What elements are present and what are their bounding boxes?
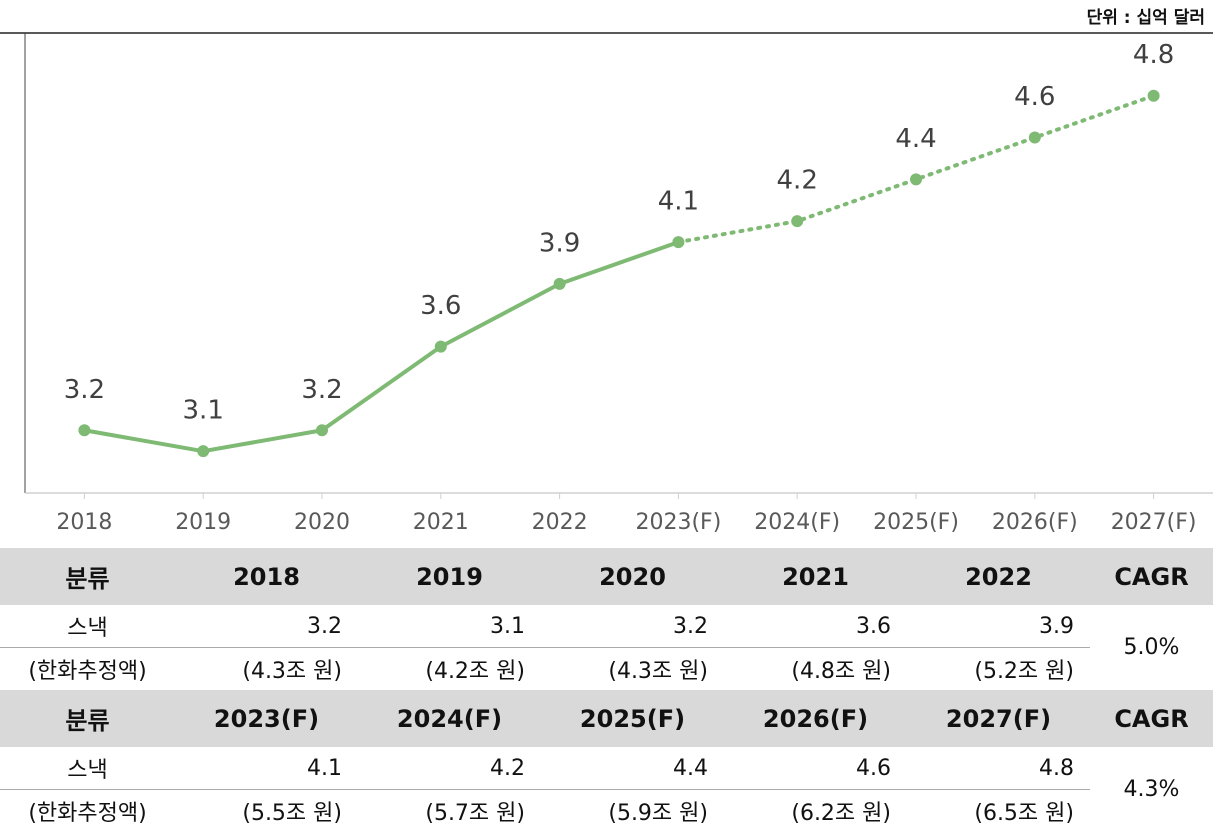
point [1029, 132, 1041, 144]
point [78, 424, 90, 436]
table-cell: 4.1 [175, 747, 358, 790]
x-tick-label: 2021 [413, 510, 469, 535]
table-cell: (5.7조 원) [358, 790, 541, 832]
table-cell: 3.6 [724, 605, 907, 648]
table-cell: CAGR [1090, 690, 1213, 747]
table-cell: 2026(F) [724, 690, 907, 747]
value-label: 3.9 [539, 228, 580, 258]
x-tick-label: 2023(F) [635, 510, 721, 535]
value-label: 3.6 [420, 291, 461, 321]
point [435, 341, 447, 353]
table-cell: 4.8 [907, 747, 1090, 790]
table-cell: 3.1 [358, 605, 541, 648]
point [197, 445, 209, 457]
value-label: 4.8 [1133, 40, 1174, 70]
data-row: (한화추정액)(4.3조 원)(4.2조 원)(4.3조 원)(4.8조 원)(… [0, 648, 1213, 691]
chart: 단위 : 십억 달러 2018 2019 2020 2021 2022 2023(F) 20… [0, 0, 1213, 548]
table-cell: 스낵 [0, 605, 175, 648]
table-cell: (한화추정액) [0, 648, 175, 691]
point [554, 278, 566, 290]
table-cell: 분류 [0, 690, 175, 747]
table-cell: (4.8조 원) [724, 648, 907, 691]
table-cell: CAGR [1090, 548, 1213, 605]
table-cell: 2027(F) [907, 690, 1090, 747]
table-cell: 2025(F) [541, 690, 724, 747]
table-cell: 5.0% [1090, 605, 1213, 690]
line-forecast [678, 96, 1153, 242]
value-label: 4.2 [777, 166, 818, 196]
table-cell: 스낵 [0, 747, 175, 790]
table-cell: (5.2조 원) [907, 648, 1090, 691]
value-label: 4.1 [658, 187, 699, 217]
value-label: 3.1 [183, 396, 224, 426]
table-cell: 4.3% [1090, 747, 1213, 832]
line-actual [84, 242, 678, 451]
table-cell: (4.2조 원) [358, 648, 541, 691]
table-cell: 2024(F) [358, 690, 541, 747]
table-cell: (한화추정액) [0, 790, 175, 832]
table-cell: (5.5조 원) [175, 790, 358, 832]
table-cell: 3.2 [175, 605, 358, 648]
unit-label: 단위 : 십억 달러 [1087, 7, 1205, 28]
x-tick-label: 2020 [294, 510, 350, 535]
point [1148, 90, 1160, 102]
table-cell: 4.2 [358, 747, 541, 790]
point [791, 215, 803, 227]
table-cell: (6.2조 원) [724, 790, 907, 832]
value-label: 4.6 [1014, 82, 1055, 112]
value-label: 4.4 [895, 124, 936, 154]
table-cell: 3.9 [907, 605, 1090, 648]
table-cell: (4.3조 원) [175, 648, 358, 691]
table-cell: 2023(F) [175, 690, 358, 747]
x-tick-label: 2027(F) [1111, 510, 1197, 535]
x-tick-label: 2025(F) [873, 510, 959, 535]
table-cell: 2020 [541, 548, 724, 605]
value-label: 3.2 [64, 375, 105, 405]
x-tick-label: 2022 [532, 510, 588, 535]
table-cell: 2021 [724, 548, 907, 605]
table-cell: 4.4 [541, 747, 724, 790]
table-cell: 4.6 [724, 747, 907, 790]
table-cell: 3.2 [541, 605, 724, 648]
table-cell: 분류 [0, 548, 175, 605]
table-cell: 2019 [358, 548, 541, 605]
x-tick-label: 2026(F) [992, 510, 1078, 535]
point [910, 173, 922, 185]
x-tick-label: 2019 [175, 510, 231, 535]
point [672, 236, 684, 248]
x-tick-label: 2024(F) [754, 510, 840, 535]
table-cell: 2018 [175, 548, 358, 605]
table-cell: (6.5조 원) [907, 790, 1090, 832]
table-cell: (5.9조 원) [541, 790, 724, 832]
data-row: (한화추정액)(5.5조 원)(5.7조 원)(5.9조 원)(6.2조 원)(… [0, 790, 1213, 832]
table-cell: (4.3조 원) [541, 648, 724, 691]
table-cell: 2022 [907, 548, 1090, 605]
point [316, 424, 328, 436]
value-label: 3.2 [301, 375, 342, 405]
x-tick-label: 2018 [56, 510, 112, 535]
